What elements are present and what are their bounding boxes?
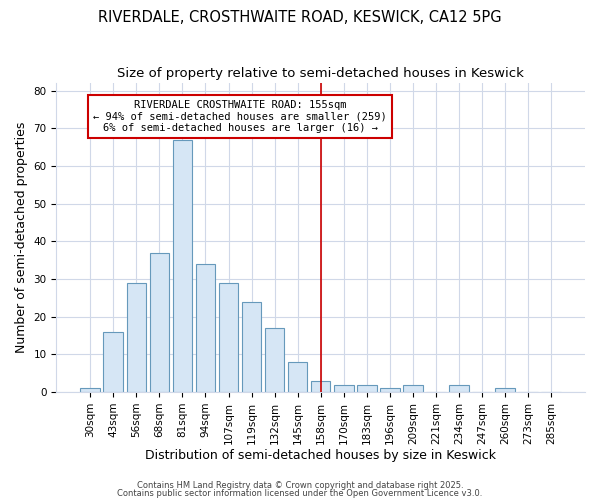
Text: RIVERDALE CROSTHWAITE ROAD: 155sqm
← 94% of semi-detached houses are smaller (25: RIVERDALE CROSTHWAITE ROAD: 155sqm ← 94%… [93, 100, 387, 133]
Title: Size of property relative to semi-detached houses in Keswick: Size of property relative to semi-detach… [117, 68, 524, 80]
Bar [449, 384, 469, 392]
Bar [80, 388, 100, 392]
Bar [127, 283, 146, 392]
Bar [265, 328, 284, 392]
Text: Contains public sector information licensed under the Open Government Licence v3: Contains public sector information licen… [118, 488, 482, 498]
Bar [149, 252, 169, 392]
Bar [380, 388, 400, 392]
Bar [495, 388, 515, 392]
Bar [311, 381, 331, 392]
Bar [196, 264, 215, 392]
Bar [403, 384, 422, 392]
Text: RIVERDALE, CROSTHWAITE ROAD, KESWICK, CA12 5PG: RIVERDALE, CROSTHWAITE ROAD, KESWICK, CA… [98, 10, 502, 25]
Bar [242, 302, 262, 392]
Bar [173, 140, 192, 392]
Text: Contains HM Land Registry data © Crown copyright and database right 2025.: Contains HM Land Registry data © Crown c… [137, 481, 463, 490]
Bar [219, 283, 238, 392]
Bar [357, 384, 377, 392]
Bar [103, 332, 123, 392]
Y-axis label: Number of semi-detached properties: Number of semi-detached properties [15, 122, 28, 354]
X-axis label: Distribution of semi-detached houses by size in Keswick: Distribution of semi-detached houses by … [145, 450, 496, 462]
Bar [288, 362, 307, 392]
Bar [334, 384, 353, 392]
